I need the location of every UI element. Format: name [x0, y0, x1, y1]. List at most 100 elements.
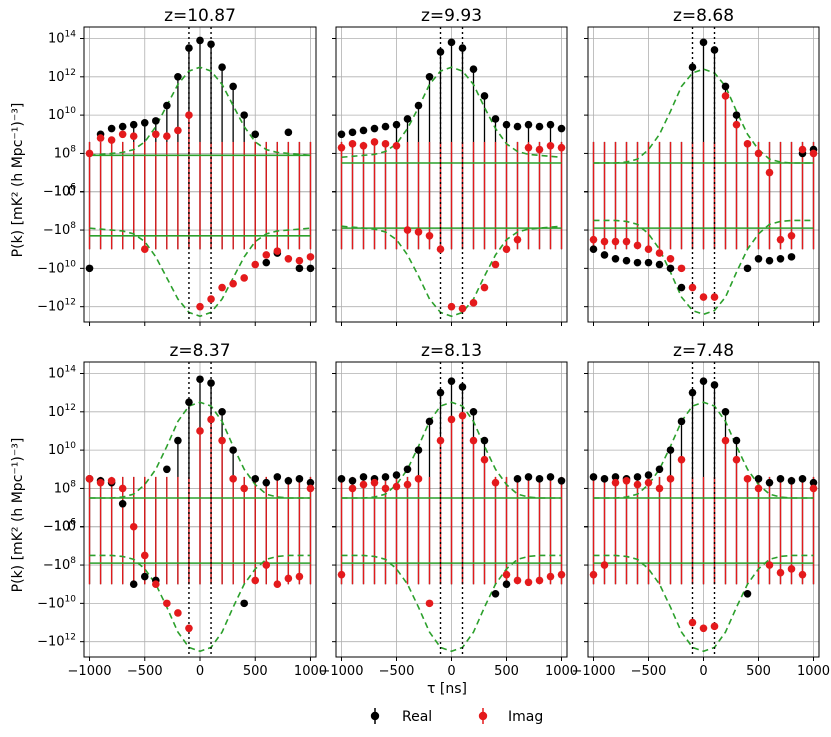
- imag-point: [337, 570, 346, 579]
- imag-point: [765, 561, 774, 569]
- real-point: [229, 446, 237, 454]
- imag-point: [229, 475, 237, 483]
- imag-point: [809, 149, 818, 158]
- panel-title: z=8.68: [673, 6, 734, 26]
- real-point: [557, 476, 566, 485]
- real-point: [381, 473, 390, 481]
- imag-point: [85, 475, 94, 483]
- real-point: [218, 63, 226, 72]
- imag-point: [644, 245, 653, 254]
- imag-point: [557, 143, 566, 152]
- imag-point: [370, 478, 379, 487]
- imag-point: [218, 436, 226, 445]
- real-point: [699, 38, 708, 47]
- real-point: [513, 122, 522, 131]
- real-point: [589, 245, 598, 254]
- real-point: [699, 377, 708, 385]
- real-point: [765, 256, 774, 265]
- imag-point: [96, 478, 105, 487]
- imag-point: [787, 231, 796, 240]
- x-tick-label: 0: [196, 664, 204, 679]
- imag-point: [611, 237, 620, 246]
- legend-real-marker: [370, 708, 380, 724]
- real-point: [359, 126, 368, 135]
- y-tick-label: 1014: [48, 364, 76, 381]
- imag-point: [425, 599, 434, 608]
- real-point: [557, 124, 566, 133]
- model-curve-negative: [89, 227, 311, 318]
- imag-point: [174, 126, 182, 135]
- real-point: [688, 63, 697, 72]
- imag-point: [469, 299, 478, 307]
- imag-point: [611, 478, 620, 487]
- real-point: [295, 475, 304, 483]
- real-point: [480, 436, 489, 445]
- y-tick-label: −106: [43, 183, 76, 200]
- real-point: [732, 436, 741, 445]
- imag-point: [295, 572, 304, 581]
- model-curve-negative: [593, 554, 814, 653]
- real-point: [546, 473, 555, 481]
- real-point: [107, 124, 116, 133]
- y-tick-label: 0: [68, 520, 76, 535]
- real-point: [337, 475, 346, 483]
- imag-point: [414, 228, 423, 236]
- y-tick-label: 106: [54, 518, 77, 535]
- imag-point: [524, 578, 533, 587]
- x-tick-label: 1000: [545, 664, 578, 679]
- real-point: [677, 417, 686, 426]
- imag-point: [447, 415, 456, 424]
- real-point: [447, 38, 456, 47]
- real-point: [666, 264, 675, 273]
- imag-point: [284, 574, 293, 583]
- imag-point: [284, 254, 293, 263]
- real-point: [337, 130, 346, 139]
- model-curve-positive: [89, 401, 311, 499]
- imag-point: [229, 279, 237, 288]
- real-point: [677, 283, 686, 292]
- imag-point: [666, 475, 675, 483]
- y-tick-label: 108: [54, 144, 77, 161]
- imag-point: [600, 237, 609, 246]
- imag-point: [743, 140, 752, 148]
- imag-point: [96, 134, 105, 142]
- x-tick-label: 500: [746, 664, 771, 679]
- imag-point: [140, 245, 149, 254]
- imag-point: [273, 247, 282, 255]
- imag-point: [622, 476, 631, 485]
- imag-point: [107, 136, 116, 144]
- legend-imag-label: Imag: [508, 709, 543, 725]
- imag-point: [491, 260, 500, 269]
- imag-point: [754, 149, 763, 158]
- real-point: [381, 122, 390, 131]
- y-tick-label: −1010: [37, 594, 76, 611]
- real-point: [118, 122, 127, 131]
- panel: z=8.68: [584, 6, 820, 326]
- x-tick-label: −500: [631, 664, 667, 679]
- imag-point: [589, 235, 598, 244]
- real-point: [600, 251, 609, 259]
- imag-point: [589, 570, 598, 579]
- imag-point: [251, 260, 260, 269]
- imag-point: [809, 484, 818, 493]
- x-tick-label: 500: [243, 664, 268, 679]
- imag-point: [403, 226, 412, 234]
- imag-point: [458, 411, 467, 420]
- imag-point: [535, 576, 544, 585]
- model-curve-negative: [89, 554, 311, 653]
- real-point: [655, 260, 664, 269]
- real-point: [513, 475, 522, 483]
- imag-point: [513, 576, 522, 585]
- panel: z=9.93: [332, 6, 568, 326]
- imag-point: [359, 480, 368, 489]
- real-point: [251, 475, 260, 483]
- imag-point: [732, 455, 741, 464]
- real-point: [611, 254, 620, 263]
- y-tick-label: 1014: [48, 29, 76, 46]
- imag-point: [776, 568, 785, 577]
- model-curve-negative: [341, 554, 562, 653]
- imag-point: [447, 302, 456, 311]
- imag-point: [666, 254, 675, 263]
- imag-point: [480, 283, 489, 292]
